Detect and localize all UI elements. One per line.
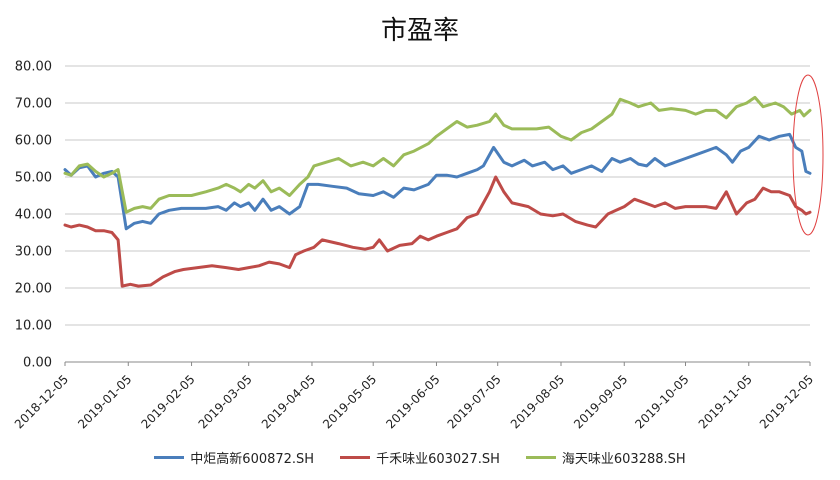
y-tick-label: 80.00 — [15, 60, 52, 75]
x-tick-label: 2018-12-05 — [12, 372, 71, 431]
legend-item: 千禾味业603027.SH — [340, 448, 500, 467]
legend-swatch — [525, 456, 556, 459]
x-tick-label: 2019-05-05 — [320, 372, 379, 431]
y-tick-label: 0.00 — [23, 356, 52, 371]
legend-label: 海天味业603288.SH — [561, 452, 686, 467]
x-tick-label: 2019-12-05 — [757, 372, 816, 431]
legend-swatch — [154, 456, 185, 459]
y-tick-label: 20.00 — [15, 282, 52, 297]
y-tick-label: 30.00 — [15, 245, 52, 260]
x-tick-label: 2019-02-05 — [138, 372, 197, 431]
x-tick-label: 2019-08-05 — [508, 372, 567, 431]
chart-legend: 中炬高新600872.SH 千禾味业603027.SH 海天味业603288.SH — [0, 448, 840, 467]
y-tick-label: 50.00 — [15, 171, 52, 186]
series-line-3 — [63, 95, 812, 214]
legend-item: 中炬高新600872.SH — [154, 448, 314, 467]
x-tick-label: 2019-01-05 — [75, 372, 134, 431]
x-tick-label: 2019-11-05 — [696, 372, 755, 431]
x-tick-label: 2019-07-05 — [445, 372, 504, 431]
series-line-1 — [63, 132, 812, 231]
x-tick-label: 2019-03-05 — [196, 372, 255, 431]
legend-swatch — [340, 456, 371, 459]
x-tick-label: 2019-06-05 — [383, 372, 442, 431]
legend-label: 千禾味业603027.SH — [376, 452, 500, 467]
legend-label: 中炬高新600872.SH — [190, 452, 315, 467]
y-tick-label: 40.00 — [15, 208, 52, 223]
highlight-ellipse — [792, 74, 824, 236]
y-tick-label: 70.00 — [15, 97, 52, 112]
x-tick-label: 2019-09-05 — [571, 372, 630, 431]
x-tick-label: 2019-10-05 — [632, 372, 691, 431]
series-line-2 — [63, 175, 812, 288]
chart-title: 市盈率 — [380, 16, 459, 46]
legend-item: 海天味业603288.SH — [525, 448, 686, 467]
y-tick-label: 60.00 — [15, 134, 52, 149]
x-tick-label: 2019-04-05 — [259, 372, 318, 431]
y-tick-label: 10.00 — [15, 319, 52, 334]
